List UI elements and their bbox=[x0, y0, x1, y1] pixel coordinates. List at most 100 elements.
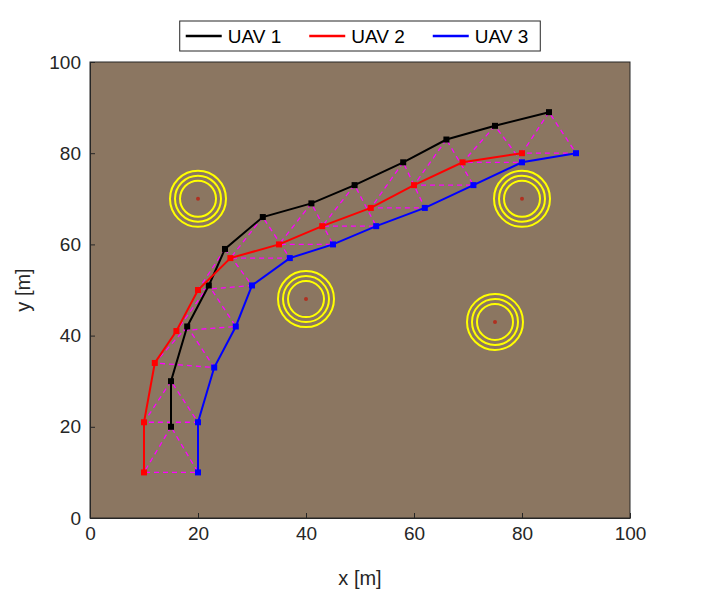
obstacle-ring bbox=[170, 171, 226, 227]
x-axis: 0 20 40 60 80 100 bbox=[85, 513, 646, 544]
marker bbox=[411, 182, 417, 188]
legend: UAV 1 UAV 2 UAV 3 bbox=[180, 21, 541, 51]
obstacle bbox=[467, 294, 523, 350]
marker bbox=[470, 182, 476, 188]
marker bbox=[206, 282, 212, 288]
tick-label: 40 bbox=[60, 325, 81, 346]
obstacle-ring bbox=[494, 171, 550, 227]
tick-label: 100 bbox=[615, 523, 647, 544]
tick-mark bbox=[90, 62, 95, 63]
marker bbox=[368, 205, 374, 211]
marker bbox=[233, 323, 239, 329]
legend-label: UAV 2 bbox=[351, 26, 405, 47]
chart: 020406080100020406080100x [m]y [m]UAV 1U… bbox=[0, 0, 705, 603]
obstacle bbox=[278, 271, 334, 327]
series-line bbox=[171, 112, 549, 427]
legend-label: UAV 3 bbox=[475, 26, 529, 47]
tick-label: 20 bbox=[60, 416, 81, 437]
obstacle-center bbox=[520, 197, 524, 201]
obstacle-ring bbox=[472, 299, 518, 345]
legend-swatch bbox=[309, 35, 345, 38]
tick-mark bbox=[198, 513, 199, 518]
marker bbox=[195, 287, 201, 293]
legend-item: UAV 2 bbox=[309, 26, 405, 47]
marker bbox=[184, 323, 190, 329]
obstacle-center bbox=[493, 320, 497, 324]
tick: 80 bbox=[512, 513, 533, 544]
marker bbox=[330, 241, 336, 247]
marker bbox=[373, 223, 379, 229]
obstacle-ring bbox=[288, 281, 324, 317]
marker bbox=[573, 150, 579, 156]
obstacle-ring bbox=[477, 304, 513, 340]
obstacle-center bbox=[304, 297, 308, 301]
tick: 20 bbox=[188, 513, 209, 544]
tick-mark bbox=[522, 513, 523, 518]
plot-frame bbox=[90, 62, 630, 518]
tick-mark bbox=[90, 153, 95, 154]
formation-triangle bbox=[144, 427, 198, 473]
tick-label: 0 bbox=[85, 523, 96, 544]
obstacle-ring bbox=[278, 271, 334, 327]
marker bbox=[195, 469, 201, 475]
obstacle-ring bbox=[283, 276, 329, 322]
obstacle-ring bbox=[499, 176, 545, 222]
marker bbox=[422, 205, 428, 211]
tick: 40 bbox=[60, 325, 95, 346]
formation-triangle bbox=[414, 140, 473, 186]
tick: 100 bbox=[615, 513, 647, 544]
tick-mark bbox=[90, 427, 95, 428]
tick-mark bbox=[90, 244, 95, 245]
tick: 80 bbox=[60, 143, 95, 164]
tick-label: 40 bbox=[296, 523, 317, 544]
tick-label: 60 bbox=[60, 234, 81, 255]
legend-swatch bbox=[433, 35, 469, 38]
legend-swatch bbox=[186, 35, 222, 38]
tick: 40 bbox=[296, 513, 317, 544]
obstacle-ring bbox=[467, 294, 523, 350]
tick-mark bbox=[414, 513, 415, 518]
tick: 20 bbox=[60, 416, 95, 437]
obstacle-ring bbox=[175, 176, 221, 222]
obstacle-center bbox=[196, 197, 200, 201]
marker bbox=[460, 159, 466, 165]
tick-label: 60 bbox=[404, 523, 425, 544]
legend-item: UAV 3 bbox=[433, 26, 529, 47]
obstacle bbox=[170, 171, 226, 227]
tick-label: 100 bbox=[49, 52, 81, 73]
y-axis: 0 20 40 60 80 100 bbox=[49, 52, 95, 529]
plot: 0 20 40 60 80 100 0 20 40 60 80 100 bbox=[49, 52, 646, 545]
tick-mark bbox=[306, 513, 307, 518]
marker bbox=[152, 360, 158, 366]
tick: 60 bbox=[60, 234, 95, 255]
obstacle-ring bbox=[504, 181, 540, 217]
marker bbox=[227, 255, 233, 261]
legend-item: UAV 1 bbox=[186, 26, 282, 47]
formation-triangle bbox=[522, 112, 576, 153]
series-line bbox=[198, 153, 576, 472]
tick: 60 bbox=[404, 513, 425, 544]
axis-line bbox=[90, 63, 91, 519]
marker bbox=[222, 246, 228, 252]
marker bbox=[308, 200, 314, 206]
marker bbox=[287, 255, 293, 261]
legend-box bbox=[180, 21, 541, 51]
marker bbox=[141, 469, 147, 475]
tick-mark bbox=[90, 336, 95, 337]
obstacle-ring bbox=[180, 181, 216, 217]
marker bbox=[168, 378, 174, 384]
series-line bbox=[144, 153, 522, 472]
plot-background bbox=[90, 62, 630, 518]
legend-label: UAV 1 bbox=[228, 26, 282, 47]
marker bbox=[260, 214, 266, 220]
marker bbox=[276, 241, 282, 247]
formation-lines bbox=[144, 112, 576, 472]
tick-mark bbox=[90, 518, 95, 519]
formation-triangle bbox=[322, 185, 376, 226]
tick-label: 0 bbox=[70, 508, 81, 529]
marker bbox=[195, 419, 201, 425]
marker bbox=[249, 282, 255, 288]
marker bbox=[492, 123, 498, 129]
tick: 0 bbox=[70, 508, 95, 529]
marks bbox=[141, 109, 579, 475]
